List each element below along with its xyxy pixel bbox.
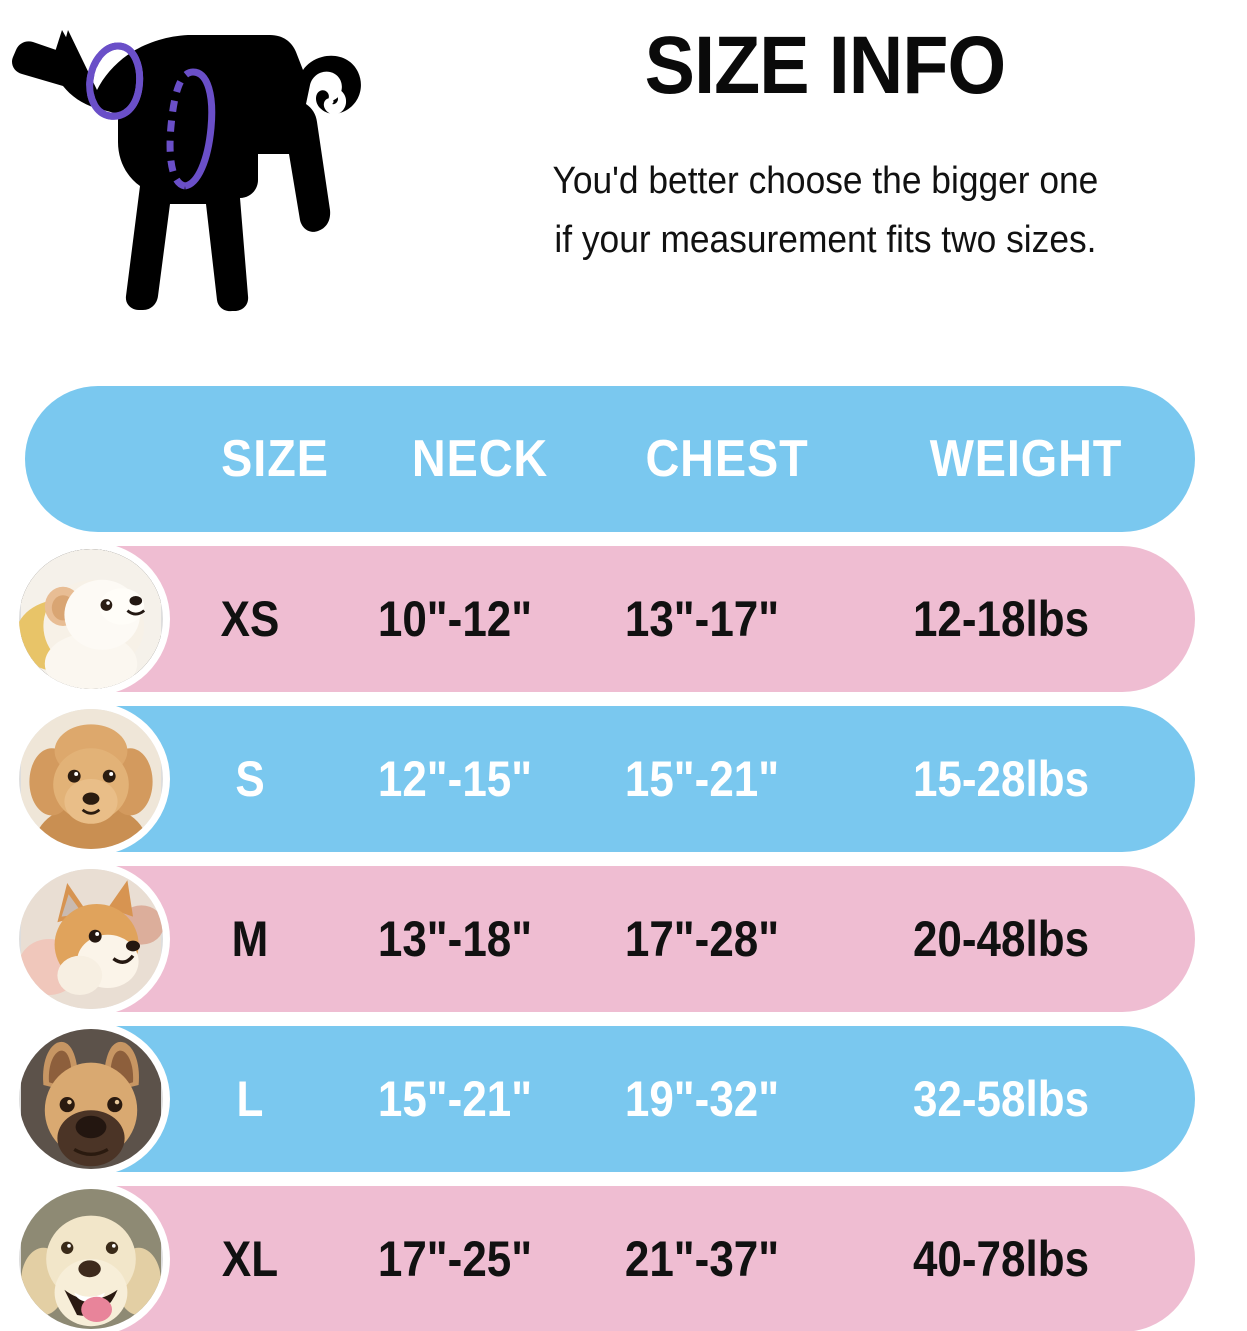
avatar [12,862,170,1016]
cell-size: XL [221,1231,279,1287]
french-bulldog-photo [21,1029,161,1169]
hero-text-block: SIZE INFO You'd better choose the bigger… [420,18,1230,318]
shiba-inu-photo [19,869,163,1009]
column-header-weight: WEIGHT [929,430,1123,488]
row-pill-xs [25,546,1195,692]
table-row: XL 17"-25" 21"-37" 40-78lbs [0,1182,1247,1331]
subtitle-line-1: You'd better choose the bigger one [552,159,1098,202]
labrador-photo [21,1189,161,1329]
table-header-row: SIZE NECK CHEST WEIGHT [0,386,1247,532]
table-row: L 15"-21" 19"-32" 32-58lbs [0,1022,1247,1176]
cell-chest: 15"-21" [624,751,780,807]
avatar [12,1022,170,1176]
tail-swirl [323,88,347,115]
chest-ring-back-dashed [166,68,194,190]
cell-neck: 12"-15" [377,751,533,807]
neck-ring-front [109,42,144,120]
column-header-size: SIZE [221,430,329,488]
header-pill: SIZE NECK CHEST WEIGHT [25,386,1195,532]
cell-weight: 40-78lbs [912,1231,1090,1287]
cell-neck: 10"-12" [377,591,533,647]
neck-ring-back-dashed [86,42,119,120]
row-pill-m [25,866,1195,1012]
cell-weight: 15-28lbs [912,751,1090,807]
cell-chest: 21"-37" [624,1231,780,1287]
size-table: SIZE NECK CHEST WEIGHT [0,386,1247,1331]
table-row: XS 10"-12" 13"-17" 12-18lbs [0,542,1247,696]
avatar [12,702,170,856]
subtitle-line-2: if your measurement fits two sizes. [553,218,1097,261]
page-title: SIZE INFO [644,20,1006,111]
chest-ring-front [183,68,216,190]
row-pill-s [25,706,1195,852]
cell-weight: 12-18lbs [912,591,1090,647]
poodle-photo [21,709,161,849]
cell-size: XS [220,591,280,647]
avatar [12,1182,170,1331]
cell-chest: 17"-28" [624,911,780,967]
column-header-neck: NECK [411,430,549,488]
table-row: M 13"-18" 17"-28" 20-48lbs [0,862,1247,1016]
cell-chest: 13"-17" [624,591,780,647]
dog-silhouette-illustration [0,4,420,334]
cell-weight: 20-48lbs [912,911,1090,967]
avatar [12,542,170,696]
cell-neck: 13"-18" [377,911,533,967]
row-pill-l [25,1026,1195,1172]
hero-section: SIZE INFO You'd better choose the bigger… [0,0,1247,340]
cell-size: S [235,751,265,807]
row-pill-xl [25,1186,1195,1331]
cell-size: M [231,911,269,967]
column-header-chest: CHEST [645,430,809,488]
table-row: S 12"-15" 15"-21" 15-28lbs [0,702,1247,856]
cell-neck: 15"-21" [377,1071,533,1127]
page-subtitle: You'd better choose the bigger one if yo… [552,152,1098,270]
dog-body-shape [12,30,361,312]
cell-chest: 19"-32" [624,1071,780,1127]
cell-size: L [236,1071,264,1127]
pomeranian-photo [19,549,161,689]
cell-weight: 32-58lbs [912,1071,1090,1127]
cell-neck: 17"-25" [377,1231,533,1287]
